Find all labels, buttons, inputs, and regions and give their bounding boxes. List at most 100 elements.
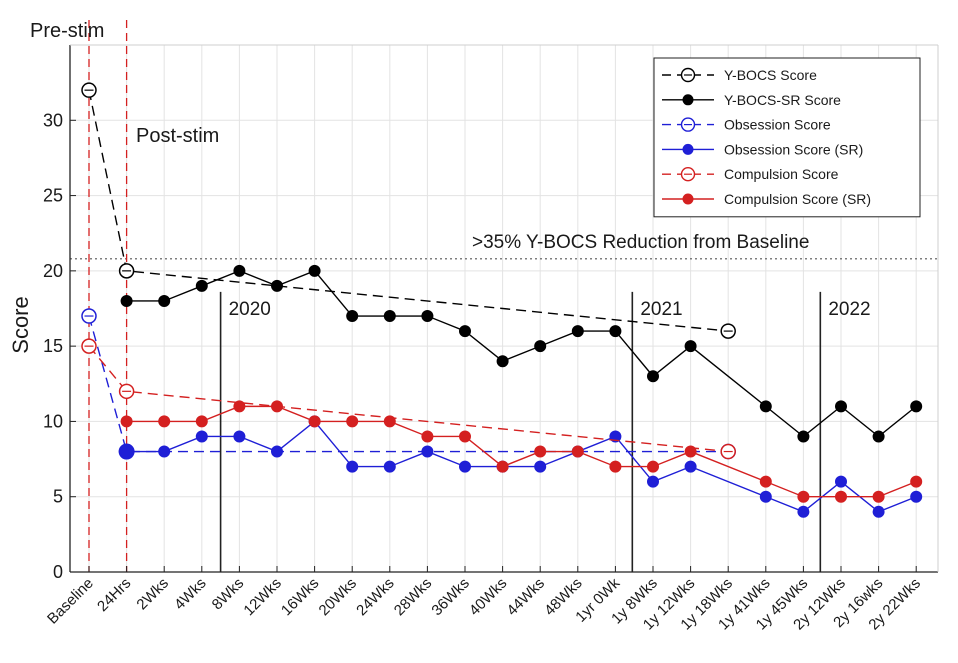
y-axis-label: Score: [8, 296, 33, 353]
data-point: [835, 475, 847, 488]
data-point: [684, 460, 697, 473]
x-tick-label: 2Wks: [133, 575, 172, 614]
data-point: [609, 460, 622, 473]
legend-marker: [682, 193, 694, 205]
data-point: [872, 490, 885, 503]
data-point: [459, 325, 471, 338]
data-point: [195, 430, 208, 443]
data-point: [910, 400, 923, 413]
data-point: [158, 415, 171, 428]
data-point: [797, 430, 810, 443]
data-point: [271, 445, 283, 458]
data-point: [346, 460, 359, 473]
legend-label: Compulsion Score (SR): [724, 191, 871, 207]
data-point: [496, 460, 509, 473]
legend: Y-BOCS Score Y-BOCS-SR Score Obsession Sco…: [653, 57, 921, 218]
data-point: [383, 415, 396, 428]
post-stim-label: Post-stim: [136, 125, 219, 147]
data-point: [872, 430, 885, 443]
data-point: [684, 445, 697, 458]
legend-marker: [682, 94, 694, 106]
data-point: [118, 443, 135, 460]
data-point: [421, 430, 434, 443]
data-point: [233, 430, 246, 443]
x-tick-label: 12Wks: [240, 575, 284, 619]
annotations: >35% Y-BOCS Reduction from Baseline Pre-s…: [30, 20, 871, 320]
data-point: [571, 325, 584, 338]
legend-label: Obsession Score: [724, 117, 831, 133]
x-tick-label: 24Wks: [353, 575, 397, 619]
data-point: [233, 264, 246, 277]
x-tick-label: 20Wks: [316, 575, 360, 619]
data-point: [158, 445, 171, 458]
y-tick-label: 25: [43, 186, 63, 206]
x-tick-label: 16Wks: [278, 575, 322, 619]
data-point: [120, 294, 133, 307]
data-point: [609, 325, 622, 338]
legend-label: Compulsion Score: [724, 166, 839, 182]
data-point: [233, 400, 246, 413]
y-tick-label: 15: [43, 336, 63, 356]
series-line: [88, 345, 729, 453]
data-point: [534, 340, 547, 353]
data-point: [835, 490, 847, 503]
year-label: 2022: [828, 299, 870, 320]
data-point: [195, 279, 208, 292]
data-point: [308, 415, 321, 428]
data-point: [346, 415, 359, 428]
data-point: [759, 490, 772, 503]
y-tick-label: 5: [53, 487, 63, 507]
data-point: [647, 475, 659, 488]
data-point: [421, 445, 434, 458]
data-point: [759, 475, 772, 488]
year-label: 2021: [640, 299, 682, 320]
data-point: [647, 370, 659, 383]
data-point: [271, 279, 283, 292]
data-point: [797, 490, 810, 503]
data-point: [459, 460, 471, 473]
legend-label: Y-BOCS Score: [724, 67, 817, 83]
x-tick-label: Baseline: [44, 575, 97, 628]
data-point: [534, 460, 547, 473]
data-point: [383, 310, 396, 323]
data-point: [271, 400, 283, 413]
y-tick-label: 20: [43, 261, 63, 281]
x-tick-label: 24Hrs: [94, 575, 134, 615]
data-point: [910, 490, 923, 503]
pre-stim-label: Pre-stim: [30, 20, 104, 42]
data-point: [835, 400, 847, 413]
year-label: 2020: [229, 299, 271, 320]
data-point: [383, 460, 396, 473]
data-point: [421, 310, 434, 323]
x-tick-label: 28Wks: [391, 575, 435, 619]
y-tick-label: 30: [43, 110, 63, 130]
y-tick-label: 10: [43, 411, 63, 431]
data-point: [759, 400, 772, 413]
y-tick-label: 0: [53, 562, 63, 582]
data-point: [534, 445, 547, 458]
data-point: [158, 294, 171, 307]
data-point: [571, 445, 584, 458]
legend-label: Y-BOCS-SR Score: [724, 92, 841, 108]
data-point: [872, 505, 885, 518]
data-point: [459, 430, 471, 443]
series-layer: [81, 82, 923, 518]
x-tick-label: 4Wks: [171, 575, 210, 614]
data-point: [910, 475, 923, 488]
x-tick-label: 40Wks: [466, 575, 510, 619]
series-line: [126, 270, 917, 438]
data-point: [308, 264, 321, 277]
x-tick-label: 44Wks: [504, 575, 548, 619]
legend-label: Obsession Score (SR): [724, 141, 863, 157]
threshold-label: >35% Y-BOCS Reduction from Baseline: [472, 232, 809, 253]
legend-box: [653, 57, 921, 218]
data-point: [647, 460, 659, 473]
data-point: [346, 310, 359, 323]
x-tick-label: 36Wks: [428, 575, 472, 619]
legend-marker: [682, 143, 694, 155]
data-point: [195, 415, 208, 428]
data-point: [684, 340, 697, 353]
data-point: [120, 415, 133, 428]
data-point: [797, 505, 810, 518]
